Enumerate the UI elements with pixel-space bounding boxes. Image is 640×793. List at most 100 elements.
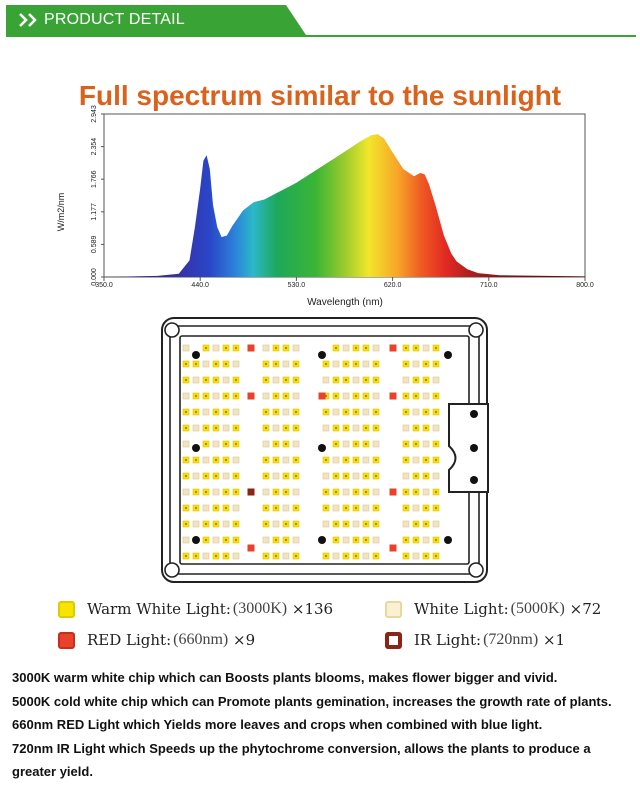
white-chip [292, 536, 300, 544]
chip-center [184, 362, 188, 366]
chip-center [294, 474, 298, 478]
chip-center [274, 506, 278, 510]
white-chip [292, 344, 300, 352]
white-chip [282, 504, 290, 512]
chip-center [354, 506, 358, 510]
y-tick-label: 1.766 [91, 170, 98, 188]
white-chip [322, 424, 330, 432]
white-chip [282, 456, 290, 464]
chip-center [234, 394, 238, 398]
chip-center [214, 474, 218, 478]
legend-count: ×1 [542, 631, 566, 649]
white-chip [262, 440, 270, 448]
chip-center [234, 522, 238, 526]
white-chip [332, 552, 340, 560]
chip-center [204, 378, 208, 382]
white-chip [372, 344, 380, 352]
red-chip [318, 392, 326, 400]
y-tick-label: 1.177 [91, 203, 98, 221]
chip-center [274, 362, 278, 366]
chip-center [344, 362, 348, 366]
white-chip [402, 520, 410, 528]
chip-center [434, 538, 438, 542]
chip-center [294, 410, 298, 414]
red-chip [389, 488, 397, 496]
red-chip [389, 344, 397, 352]
chip-center [184, 378, 188, 382]
chip-center [354, 458, 358, 462]
chip-center [234, 426, 238, 430]
legend-spec: (5000K) [510, 600, 565, 617]
chip-center [264, 522, 268, 526]
legend-red: RED Light: (660nm) ×9 [58, 628, 255, 652]
legend-label: Warm White Light: [87, 600, 231, 618]
white-chip [192, 424, 200, 432]
chip-center [214, 458, 218, 462]
chip-center [414, 394, 418, 398]
chip-center [284, 426, 288, 430]
red-chip [389, 392, 397, 400]
white-chip [272, 376, 280, 384]
chip-center [434, 362, 438, 366]
white-chip [342, 536, 350, 544]
chip-center [214, 410, 218, 414]
white-chip [182, 344, 190, 352]
chip-center [274, 346, 278, 350]
white-chip [332, 456, 340, 464]
legend-spec: (720nm) [483, 631, 539, 648]
white-chip [362, 360, 370, 368]
chip-center [184, 506, 188, 510]
chip-center [204, 490, 208, 494]
chip-center [294, 378, 298, 382]
chip-center [274, 442, 278, 446]
white-chip [222, 472, 230, 480]
white-chip [332, 360, 340, 368]
white-chip [232, 456, 240, 464]
chip-center [374, 522, 378, 526]
chip-center [424, 458, 428, 462]
red-swatch [58, 631, 75, 649]
chip-center [404, 442, 408, 446]
led-chip-grid [182, 344, 440, 560]
white-chip [362, 456, 370, 464]
chip-center [344, 426, 348, 430]
chip-center [364, 490, 368, 494]
chip-center [234, 378, 238, 382]
chip-center [184, 474, 188, 478]
chip-center [334, 442, 338, 446]
chip-center [224, 458, 228, 462]
chip-center [414, 346, 418, 350]
white-chip [402, 472, 410, 480]
chip-center [204, 346, 208, 350]
white-chip [432, 376, 440, 384]
white-chip [412, 360, 420, 368]
white-chip [282, 360, 290, 368]
chip-center [194, 362, 198, 366]
chip-center [344, 378, 348, 382]
white-chip [282, 408, 290, 416]
legend-count: ×136 [291, 600, 334, 618]
white-chip [352, 520, 360, 528]
chip-center [434, 442, 438, 446]
chip-center [264, 426, 268, 430]
chip-center [264, 378, 268, 382]
chip-center [334, 522, 338, 526]
chip-center [204, 442, 208, 446]
description-benefit: Yields more leaves and crops when combin… [163, 717, 543, 732]
chip-center [274, 538, 278, 542]
chip-center [214, 426, 218, 430]
white-chip [412, 408, 420, 416]
chip-center [404, 490, 408, 494]
chip-center [354, 442, 358, 446]
chip-center [204, 474, 208, 478]
white-chip [212, 440, 220, 448]
spectrum-title: Full spectrum similar to the sunlight [78, 80, 562, 111]
chip-center [364, 426, 368, 430]
chip-center [354, 490, 358, 494]
chip-center [414, 490, 418, 494]
chip-center [224, 362, 228, 366]
white-chip [182, 536, 190, 544]
chip-center [224, 442, 228, 446]
description-benefit: Speeds up the phytochrome conversion, al… [12, 740, 591, 780]
x-axis-label: Wavelength (nm) [307, 297, 383, 308]
